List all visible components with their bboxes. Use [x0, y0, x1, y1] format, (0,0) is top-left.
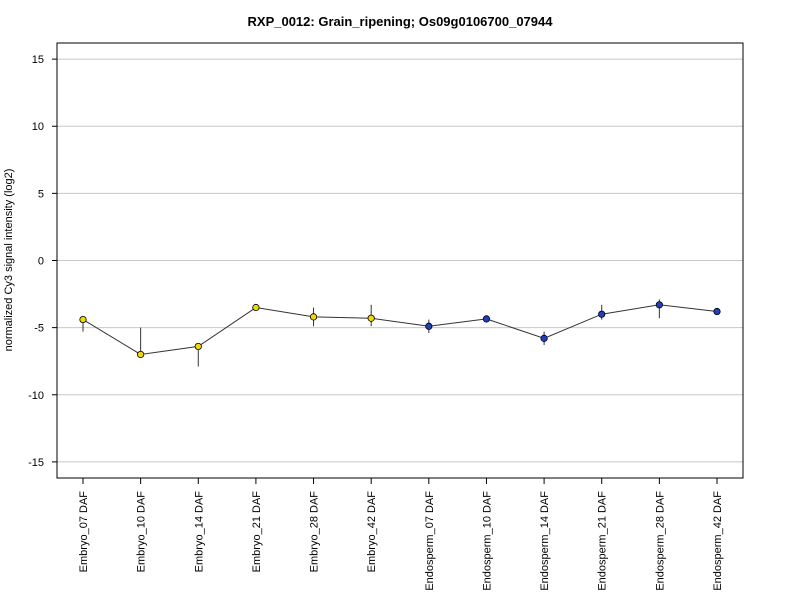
x-tick-label: Embryo_28 DAF	[309, 491, 321, 573]
data-point	[79, 315, 87, 324]
data-point	[252, 303, 260, 312]
x-tick-label: Endosperm_07 DAF	[424, 491, 436, 591]
chart-title: RXP_0012: Grain_ripening; Os09g0106700_0…	[248, 14, 554, 29]
y-tick-label: 10	[32, 121, 44, 133]
data-point	[194, 342, 202, 351]
x-tick-label: Embryo_07 DAF	[78, 491, 90, 573]
data-point	[425, 322, 433, 330]
data-points	[79, 301, 721, 359]
y-tick-label: 0	[38, 256, 44, 268]
series-line	[82, 304, 718, 356]
x-tick-label: Embryo_21 DAF	[251, 491, 263, 573]
x-tick-label: Endosperm_10 DAF	[481, 491, 493, 591]
data-point	[713, 307, 721, 316]
y-tick-label: 15	[32, 54, 44, 66]
x-tick-label: Endosperm_42 DAF	[712, 491, 724, 591]
y-tick-label: -5	[34, 323, 44, 335]
x-tick-label: Embryo_14 DAF	[193, 491, 205, 573]
y-axis: 15 10 5 0 -5 -10 -15	[28, 54, 57, 469]
y-tick-label: 5	[38, 188, 44, 200]
data-point	[598, 310, 606, 318]
data-point	[482, 315, 491, 323]
data-point	[137, 350, 145, 359]
data-point	[309, 313, 318, 321]
data-point	[540, 334, 548, 342]
x-tick-label: Embryo_10 DAF	[136, 491, 148, 573]
x-axis: Embryo_07 DAF Embryo_10 DAF Embryo_14 DAF E…	[78, 478, 724, 591]
series-line-group	[82, 304, 718, 356]
grid-lines	[57, 58, 743, 463]
x-tick-label: Embryo_42 DAF	[366, 491, 378, 573]
x-tick-label: Endosperm_21 DAF	[597, 491, 609, 591]
y-tick-label: -10	[28, 390, 44, 402]
data-point	[367, 314, 375, 322]
data-point	[655, 301, 663, 309]
error-bars	[82, 299, 718, 367]
y-axis-label: normalized Cy3 signal intensity (log2)	[3, 169, 15, 352]
y-tick-label: -15	[28, 457, 44, 469]
x-tick-label: Endosperm_14 DAF	[539, 491, 551, 591]
x-tick-label: Endosperm_28 DAF	[654, 491, 666, 591]
